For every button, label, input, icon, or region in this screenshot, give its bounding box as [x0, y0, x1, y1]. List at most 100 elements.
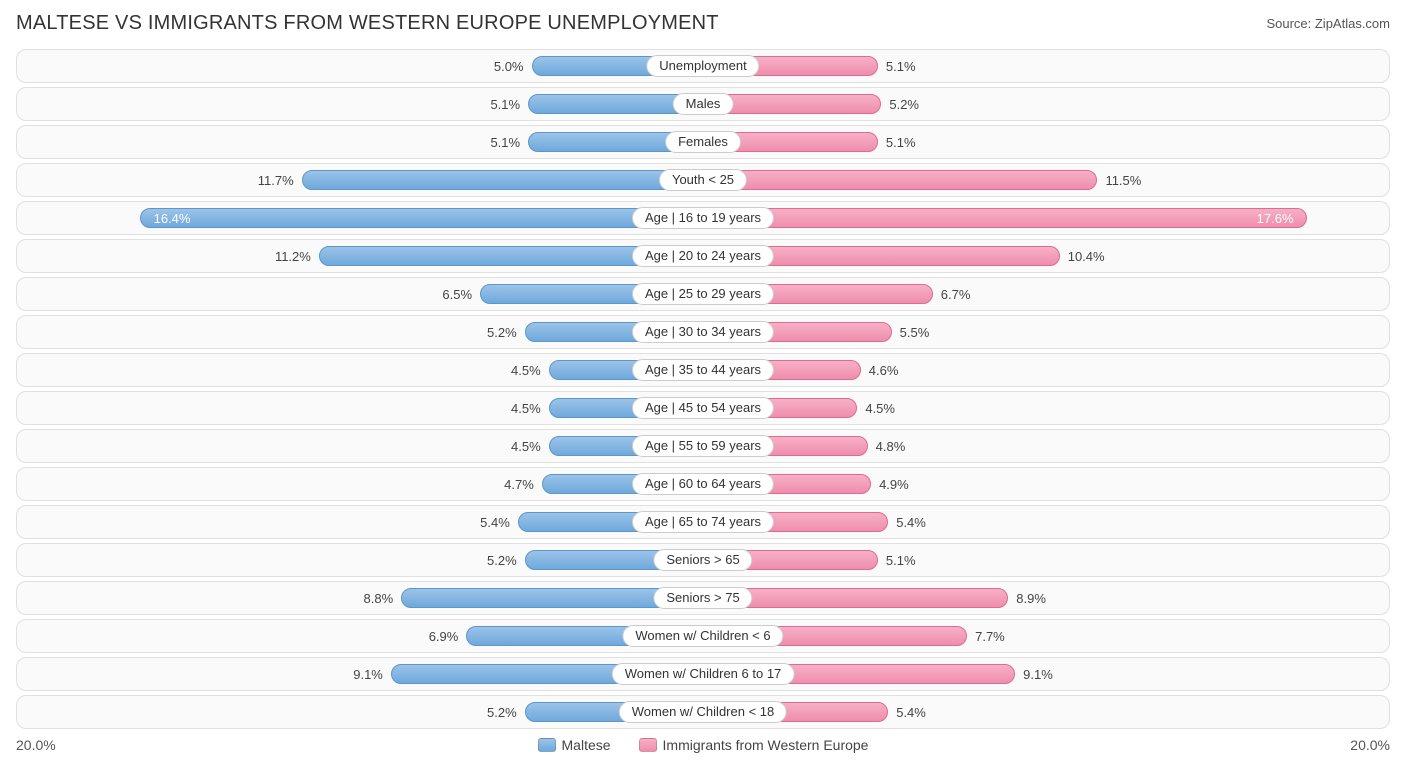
- category-label: Age | 16 to 19 years: [632, 207, 774, 229]
- chart-header: MALTESE VS IMMIGRANTS FROM WESTERN EUROP…: [16, 12, 1390, 35]
- right-half: 5.1%: [703, 544, 1389, 576]
- left-value: 5.1%: [490, 97, 520, 112]
- chart-row: 16.4% 17.6% Age | 16 to 19 years: [16, 201, 1390, 235]
- right-bar: [703, 170, 1097, 190]
- left-bar: [140, 208, 703, 228]
- left-value-inside: 16.4%: [154, 211, 191, 226]
- chart-row: 8.8% 8.9% Seniors > 75: [16, 581, 1390, 615]
- right-value: 11.5%: [1105, 173, 1141, 188]
- axis-right-max: 20.0%: [1350, 737, 1390, 753]
- right-half: 5.2%: [703, 88, 1389, 120]
- category-label: Age | 25 to 29 years: [632, 283, 774, 305]
- right-value-inside: 17.6%: [1257, 211, 1294, 226]
- right-value: 9.1%: [1023, 667, 1053, 682]
- right-value: 5.2%: [889, 97, 919, 112]
- category-label: Unemployment: [646, 55, 759, 77]
- chart-row: 5.2%5.4%Women w/ Children < 18: [16, 695, 1390, 729]
- left-value: 6.9%: [429, 629, 459, 644]
- left-value: 4.5%: [511, 439, 541, 454]
- legend-swatch-pink: [639, 738, 657, 752]
- chart-footer: 20.0% Maltese Immigrants from Western Eu…: [16, 737, 1390, 753]
- chart-source: Source: ZipAtlas.com: [1266, 16, 1390, 31]
- left-value: 11.2%: [275, 249, 311, 264]
- left-value: 5.2%: [487, 325, 517, 340]
- category-label: Females: [665, 131, 741, 153]
- right-value: 4.6%: [869, 363, 899, 378]
- left-value: 6.5%: [442, 287, 472, 302]
- right-value: 5.1%: [886, 135, 916, 150]
- right-half: 5.5%: [703, 316, 1389, 348]
- chart-row: 6.5%6.7%Age | 25 to 29 years: [16, 277, 1390, 311]
- left-value: 5.1%: [490, 135, 520, 150]
- right-half: 4.6%: [703, 354, 1389, 386]
- left-value: 5.2%: [487, 705, 517, 720]
- legend: Maltese Immigrants from Western Europe: [538, 737, 869, 753]
- right-value: 8.9%: [1016, 591, 1046, 606]
- left-half: 4.5%: [17, 354, 703, 386]
- left-half: 11.2%: [17, 240, 703, 272]
- category-label: Age | 30 to 34 years: [632, 321, 774, 343]
- category-label: Seniors > 65: [653, 549, 752, 571]
- right-half: 7.7%: [703, 620, 1389, 652]
- right-half: 4.9%: [703, 468, 1389, 500]
- left-half: 6.5%: [17, 278, 703, 310]
- right-half: 10.4%: [703, 240, 1389, 272]
- category-label: Seniors > 75: [653, 587, 752, 609]
- legend-label-right: Immigrants from Western Europe: [663, 737, 869, 753]
- category-label: Youth < 25: [659, 169, 747, 191]
- left-half: 8.8%: [17, 582, 703, 614]
- right-bar: [703, 208, 1307, 228]
- chart-title: MALTESE VS IMMIGRANTS FROM WESTERN EUROP…: [16, 12, 719, 35]
- right-half: 4.5%: [703, 392, 1389, 424]
- chart-row: 4.5%4.5%Age | 45 to 54 years: [16, 391, 1390, 425]
- left-half: 11.7%: [17, 164, 703, 196]
- category-label: Women w/ Children 6 to 17: [612, 663, 795, 685]
- right-value: 7.7%: [975, 629, 1005, 644]
- right-half: 5.1%: [703, 50, 1389, 82]
- right-half: 5.4%: [703, 506, 1389, 538]
- right-value: 5.1%: [886, 59, 916, 74]
- category-label: Age | 55 to 59 years: [632, 435, 774, 457]
- category-label: Women w/ Children < 18: [619, 701, 787, 723]
- left-value: 5.0%: [494, 59, 524, 74]
- right-half: 4.8%: [703, 430, 1389, 462]
- right-value: 4.5%: [865, 401, 895, 416]
- category-label: Age | 35 to 44 years: [632, 359, 774, 381]
- right-value: 4.9%: [879, 477, 909, 492]
- chart-row: 4.5% 4.6% Age | 35 to 44 years: [16, 353, 1390, 387]
- diverging-bar-chart: 5.0%5.1%Unemployment5.1%5.2%Males5.1%5.1…: [16, 49, 1390, 729]
- left-half: 5.1%: [17, 126, 703, 158]
- left-value: 4.5%: [511, 363, 541, 378]
- left-half: 5.2%: [17, 316, 703, 348]
- legend-swatch-blue: [538, 738, 556, 752]
- right-half: 5.1%: [703, 126, 1389, 158]
- axis-left-max: 20.0%: [16, 737, 56, 753]
- chart-row: 5.2% 5.5%Age | 30 to 34 years: [16, 315, 1390, 349]
- left-half: 5.2%: [17, 544, 703, 576]
- left-half: 16.4%: [17, 202, 703, 234]
- left-half: 4.5%: [17, 392, 703, 424]
- right-half: 11.5%: [703, 164, 1389, 196]
- chart-row: 5.1% 5.1% Females: [16, 125, 1390, 159]
- right-value: 10.4%: [1068, 249, 1105, 264]
- left-half: 4.5%: [17, 430, 703, 462]
- right-half: 9.1%: [703, 658, 1389, 690]
- chart-row: 11.7% 11.5% Youth < 25: [16, 163, 1390, 197]
- left-half: 9.1%: [17, 658, 703, 690]
- chart-row: 5.2%5.1%Seniors > 65: [16, 543, 1390, 577]
- chart-row: 5.0% 5.1% Unemployment: [16, 49, 1390, 83]
- left-half: 5.1%: [17, 88, 703, 120]
- category-label: Males: [673, 93, 734, 115]
- left-half: 5.0%: [17, 50, 703, 82]
- right-value: 4.8%: [876, 439, 906, 454]
- right-half: 17.6%: [703, 202, 1389, 234]
- left-half: 4.7%: [17, 468, 703, 500]
- left-value: 4.7%: [504, 477, 534, 492]
- legend-label-left: Maltese: [562, 737, 611, 753]
- chart-row: 9.1%9.1%Women w/ Children 6 to 17: [16, 657, 1390, 691]
- category-label: Age | 45 to 54 years: [632, 397, 774, 419]
- left-bar: [302, 170, 703, 190]
- chart-row: 5.1% 5.2% Males: [16, 87, 1390, 121]
- source-prefix: Source:: [1266, 16, 1314, 31]
- chart-row: 4.7%4.9%Age | 60 to 64 years: [16, 467, 1390, 501]
